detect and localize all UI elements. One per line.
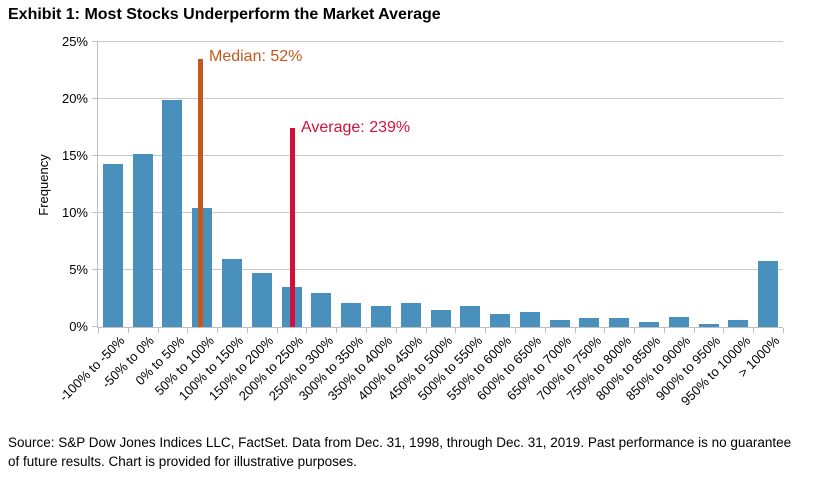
x-axis-tick: [187, 328, 189, 333]
y-tick-label: 15%: [61, 148, 88, 163]
x-axis-tick: [723, 328, 725, 333]
x-axis-tick: [157, 328, 159, 333]
y-axis-tick: [92, 155, 98, 156]
bar-17: [579, 317, 600, 327]
y-tick-label: 0%: [69, 319, 88, 334]
y-axis-tick: [92, 326, 98, 327]
x-axis-tick: [336, 328, 338, 333]
gridline: [98, 155, 783, 156]
bar-22: [728, 320, 749, 327]
median-line-label: Median: 52%: [209, 48, 303, 65]
y-axis-tick: [92, 269, 98, 270]
x-axis-tick: [574, 328, 576, 333]
x-axis-tick: [98, 328, 99, 333]
x-axis-tick: [544, 328, 546, 333]
x-axis-tick: [514, 328, 516, 333]
gridline: [98, 269, 783, 270]
bar-6: [251, 273, 272, 327]
bar-3: [162, 100, 183, 327]
y-axis-tick: [92, 212, 98, 213]
bar-18: [609, 317, 630, 327]
bar-23: [758, 260, 779, 327]
bar-1: [102, 163, 123, 327]
y-tick-label: 20%: [61, 91, 88, 106]
x-axis-tick: [753, 328, 755, 333]
bar-15: [519, 312, 540, 327]
x-axis-tick: [127, 328, 129, 333]
x-axis-tick: [783, 328, 784, 333]
bar-10: [370, 306, 391, 327]
bar-11: [400, 303, 421, 327]
plot-area: Median: 52% Average: 239%: [92, 41, 784, 333]
gridline: [98, 41, 783, 42]
bar-9: [341, 303, 362, 327]
x-axis-tick: [634, 328, 636, 333]
bar-19: [638, 322, 659, 327]
source-line-1: Source: S&P Dow Jones Indices LLC, FactS…: [8, 435, 792, 450]
bar-21: [698, 323, 719, 327]
gridline: [98, 98, 783, 99]
median-line: [198, 59, 203, 327]
x-axis-tick: [306, 328, 308, 333]
y-tick-label: 5%: [69, 262, 88, 277]
y-axis-tick: [92, 98, 98, 99]
gridline: [98, 212, 783, 213]
x-axis-tick: [425, 328, 427, 333]
bar-12: [430, 309, 451, 327]
bar-5: [222, 258, 243, 327]
bar-20: [668, 316, 689, 327]
source-line-2: of future results. Chart is provided for…: [8, 454, 357, 469]
x-axis-tick: [604, 328, 606, 333]
x-axis-tick: [485, 328, 487, 333]
average-line: [290, 128, 295, 327]
bar-14: [490, 314, 511, 327]
x-axis-tick: [276, 328, 278, 333]
x-axis-tick: [246, 328, 248, 333]
bar-2: [132, 153, 153, 327]
x-axis-tick: [693, 328, 695, 333]
y-tick-label: 25%: [61, 34, 88, 49]
chart-title: Exhibit 1: Most Stocks Underperform the …: [8, 6, 441, 23]
x-axis-tick: [217, 328, 219, 333]
bar-16: [549, 320, 570, 327]
average-line-label: Average: 239%: [301, 119, 411, 136]
bar-13: [460, 306, 481, 327]
y-axis-tick: [92, 41, 98, 42]
bar-8: [311, 292, 332, 327]
x-tick-labels: -100% to -50% -50% to 0% 0% to 50% 50% to 1…: [56, 333, 783, 428]
x-axis-tick: [455, 328, 457, 333]
x-axis-tick: [366, 328, 368, 333]
source-note: Source: S&P Dow Jones Indices LLC, FactS…: [8, 433, 791, 471]
x-axis-tick: [663, 328, 665, 333]
x-axis-tick: [395, 328, 397, 333]
y-tick-label: 10%: [61, 205, 88, 220]
